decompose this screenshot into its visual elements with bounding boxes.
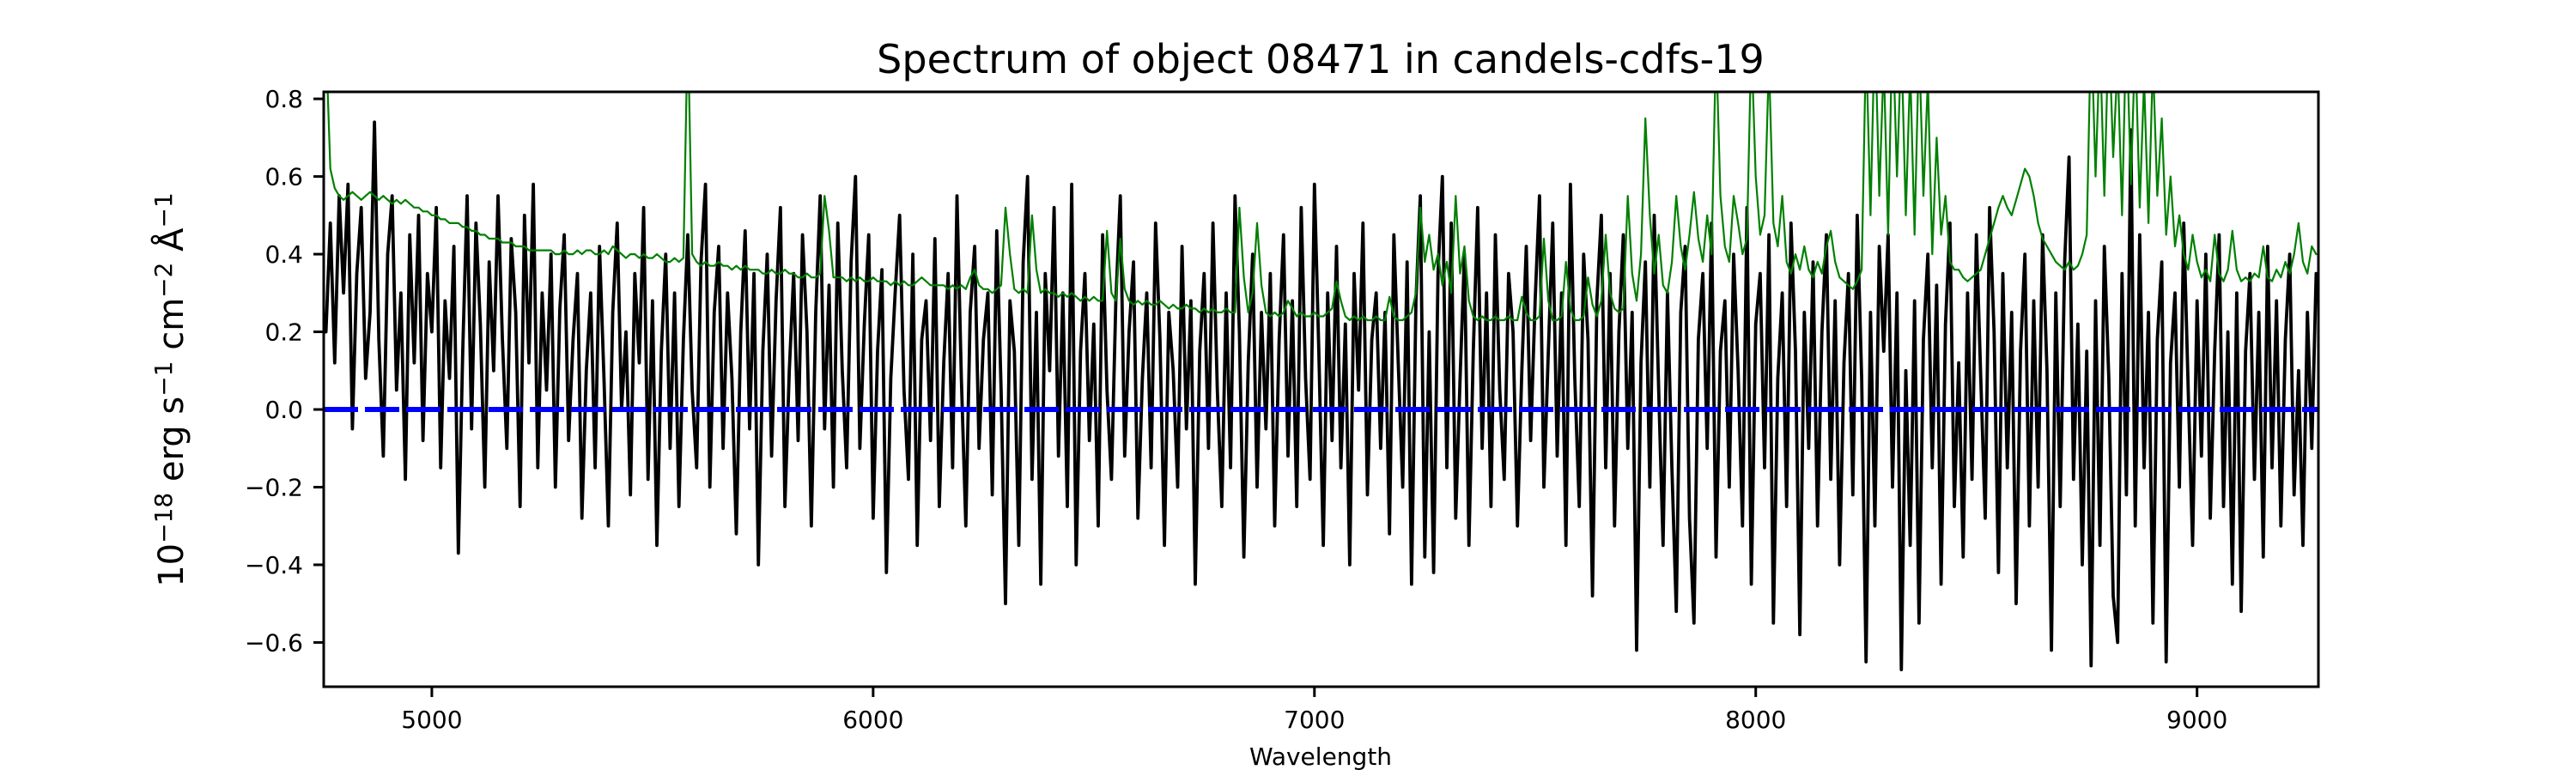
y-tick-label-0.6: 0.6 (264, 163, 303, 191)
chart-title: Spectrum of object 08471 in candels-cdfs… (877, 36, 1765, 82)
x-tick-label-8000: 8000 (1725, 706, 1786, 734)
y-tick-label-0.4: 0.4 (264, 240, 303, 269)
y-tick-label-−0.2: −0.2 (245, 473, 303, 501)
y-tick-label-0.0: 0.0 (264, 396, 303, 424)
x-axis-label: Wavelength (1249, 743, 1392, 771)
noise-sky-spectrum-line (326, 92, 2318, 322)
x-tick-label-7000: 7000 (1284, 706, 1345, 734)
x-tick-label-9000: 9000 (2166, 706, 2227, 734)
x-tick-label-5000: 5000 (401, 706, 462, 734)
series-layer (324, 92, 2318, 671)
y-axis-label: 10−18 erg s−1 cm−2 Å−1 (149, 192, 191, 587)
y-tick-label-−0.6: −0.6 (245, 628, 303, 657)
x-tick-label-6000: 6000 (842, 706, 903, 734)
x-axis-ticks: 5000 6000 7000 8000 9000 (401, 687, 2227, 734)
y-tick-label-0.8: 0.8 (264, 85, 303, 113)
object-flux-spectrum-line (324, 120, 2318, 671)
plot-frame (322, 90, 2320, 688)
y-tick-label-−0.4: −0.4 (245, 551, 303, 579)
y-axis-ticks: 0.8 0.6 0.4 0.2 0.0 −0.2 −0.4 −0.6 (245, 85, 324, 657)
y-tick-label-0.2: 0.2 (264, 318, 303, 347)
